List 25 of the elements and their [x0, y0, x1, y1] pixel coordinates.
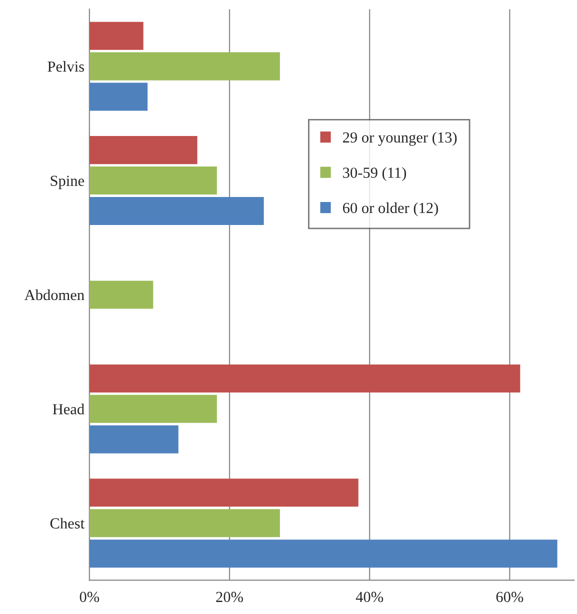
bar [89, 166, 217, 195]
x-tick-label: 20% [216, 592, 243, 602]
bar [89, 52, 280, 80]
y-tick-label: Abdomen [24, 289, 84, 300]
bar [89, 22, 144, 50]
legend-label: 30-59 (11) [343, 167, 406, 181]
bar [89, 540, 558, 568]
bar [89, 364, 520, 392]
x-tick-label: 0% [80, 592, 100, 602]
legend-label: 60 or older (12) [342, 202, 438, 216]
x-tick-label: 40% [356, 592, 384, 602]
y-tick-label: Spine [50, 176, 84, 190]
bar [89, 509, 280, 538]
x-tick-label: 60% [496, 592, 524, 602]
bar [89, 478, 358, 507]
y-tick-label: Pelvis [48, 61, 84, 72]
bar [89, 425, 178, 454]
bar [89, 394, 217, 423]
bar [89, 82, 148, 111]
y-tick-label: Chest [50, 518, 84, 529]
y-tick-label: Head [52, 404, 84, 414]
bar [89, 136, 198, 164]
legend-label: 29 or younger (13) [343, 132, 457, 146]
bar [89, 196, 264, 225]
bar [89, 280, 154, 309]
